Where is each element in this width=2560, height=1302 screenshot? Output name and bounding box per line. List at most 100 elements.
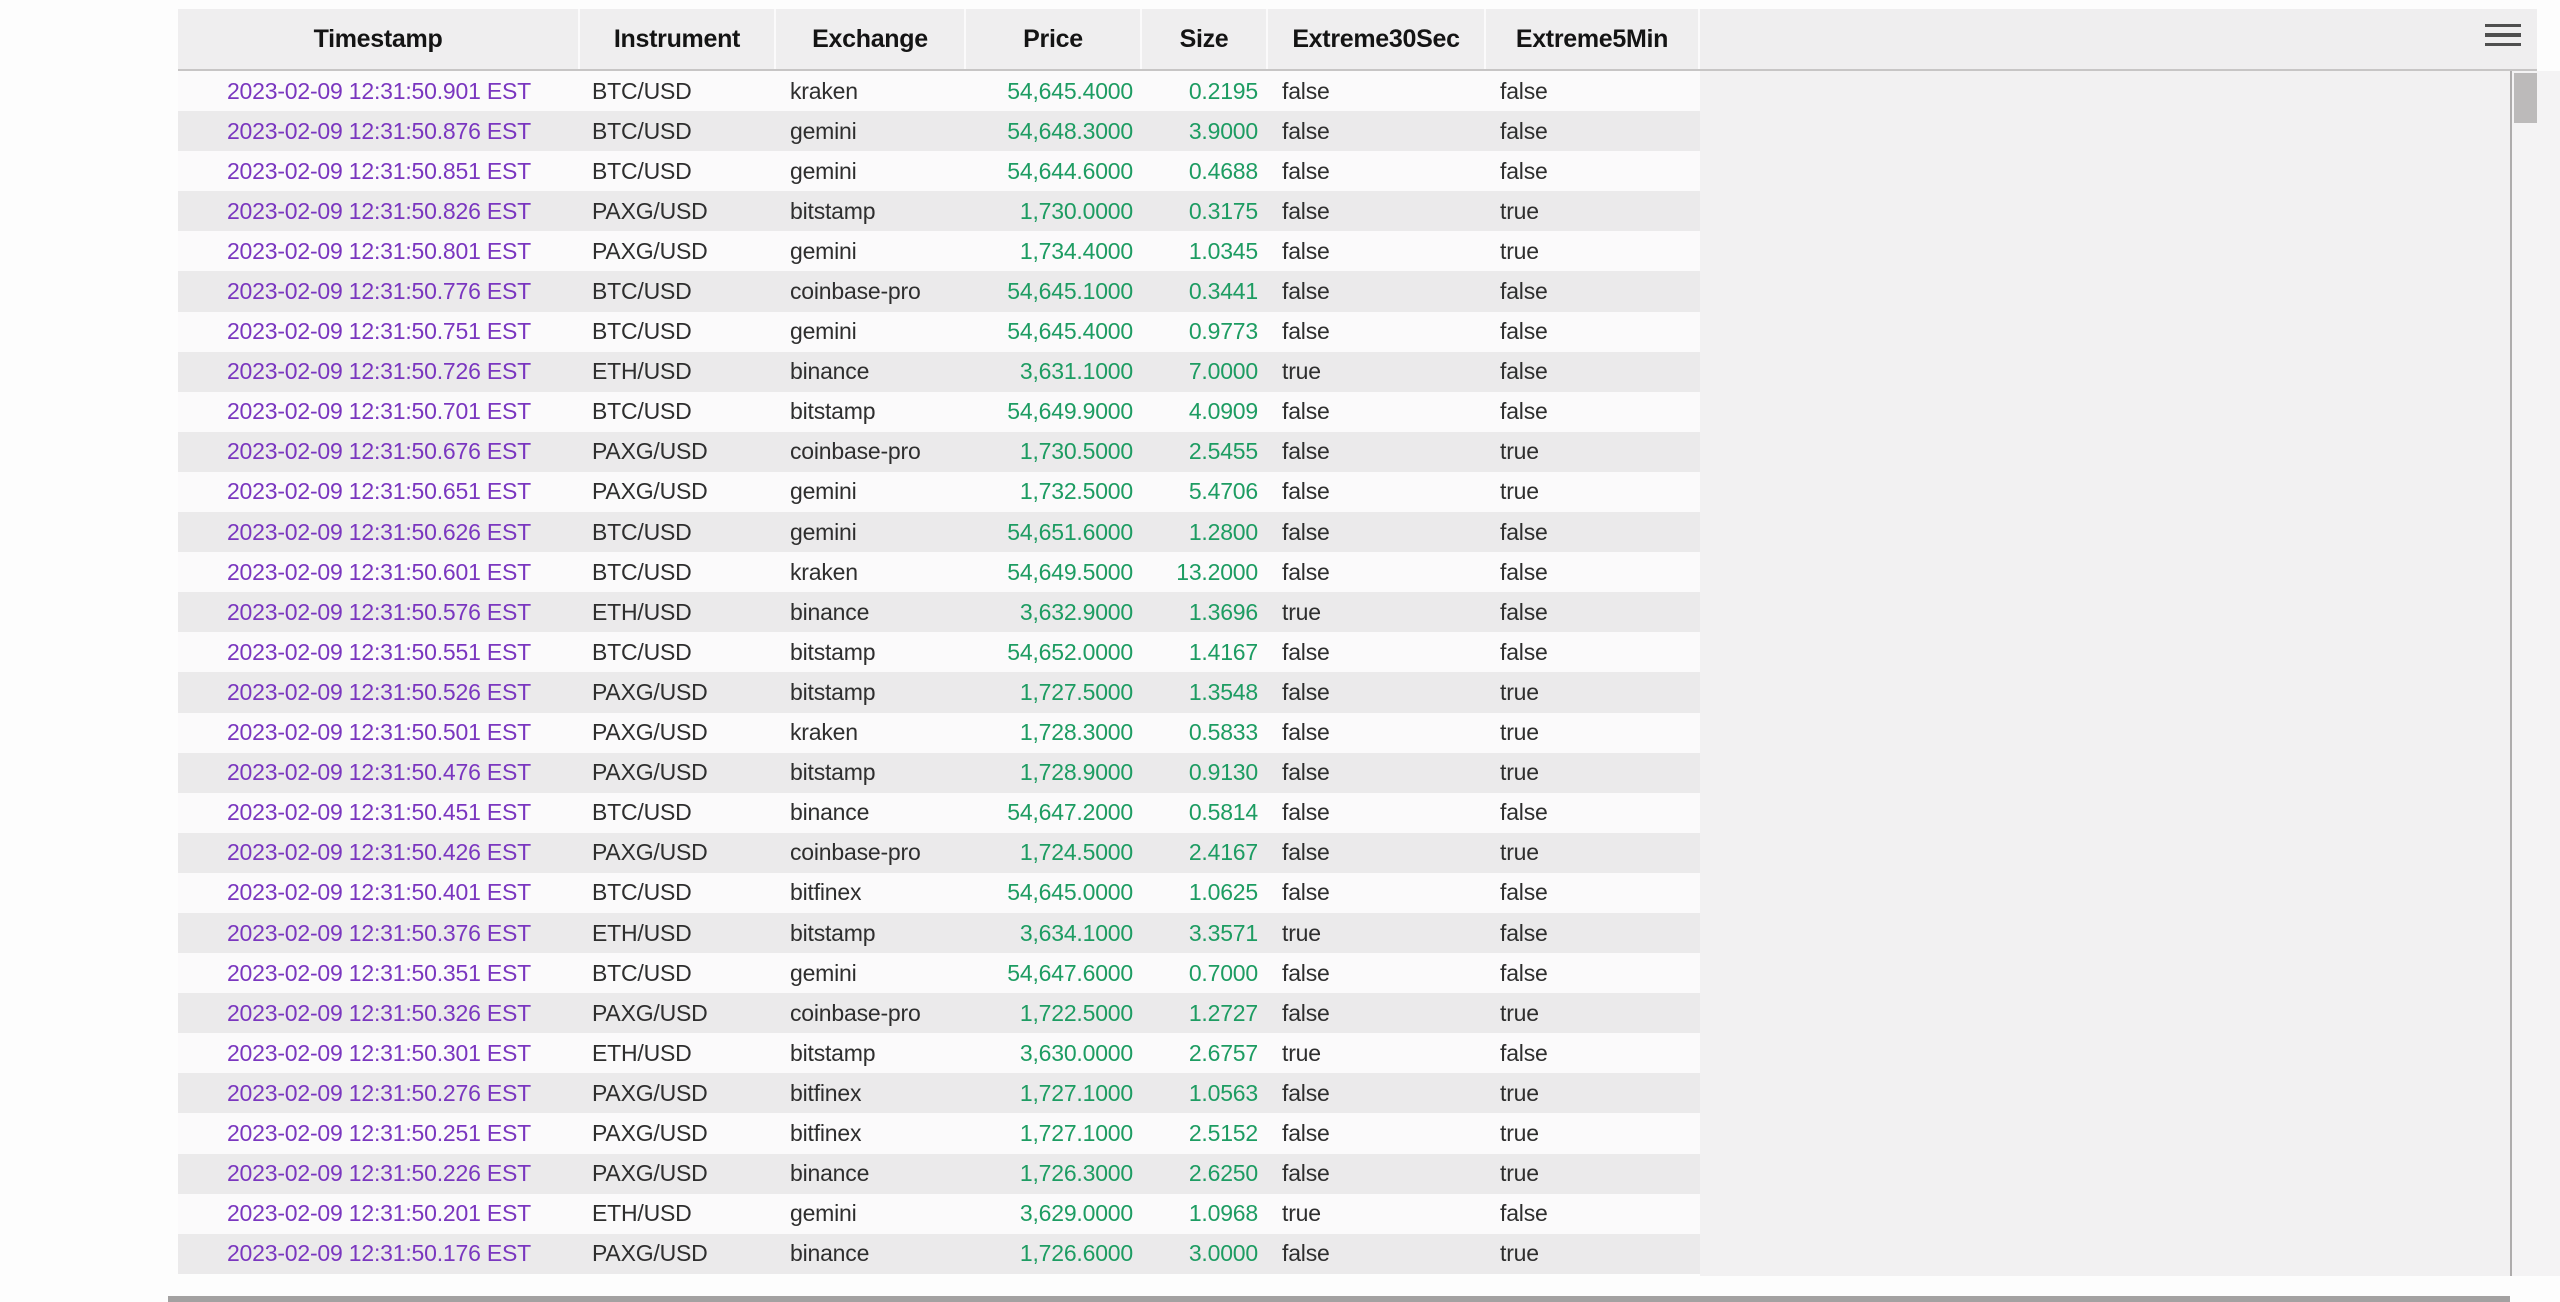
cell-instrument: ETH/USD [592, 358, 692, 385]
table-row[interactable]: 2023-02-09 12:31:50.451 EST BTC/USD bina… [178, 792, 1700, 833]
cell-price: 1,722.5000 [1019, 999, 1133, 1026]
column-header-instrument[interactable]: Instrument [580, 9, 776, 69]
cell-instrument: PAXG/USD [592, 759, 708, 786]
table-row[interactable]: 2023-02-09 12:31:50.851 EST BTC/USD gemi… [178, 151, 1700, 192]
table-row[interactable]: 2023-02-09 12:31:50.651 EST PAXG/USD gem… [178, 471, 1700, 513]
cell-extreme30sec: false [1282, 197, 1330, 224]
cell-extreme30sec: false [1282, 117, 1330, 144]
cell-timestamp: 2023-02-09 12:31:50.676 EST [226, 438, 532, 465]
table-row[interactable]: 2023-02-09 12:31:50.826 EST PAXG/USD bit… [178, 191, 1700, 232]
table-row[interactable]: 2023-02-09 12:31:50.776 EST BTC/USD coin… [178, 271, 1700, 312]
cell-timestamp: 2023-02-09 12:31:50.326 EST [226, 999, 532, 1026]
cell-instrument: PAXG/USD [592, 1079, 708, 1106]
cell-instrument: PAXG/USD [592, 478, 708, 505]
cell-size: 4.0909 [1188, 398, 1258, 425]
table-row[interactable]: 2023-02-09 12:31:50.201 EST ETH/USD gemi… [178, 1193, 1700, 1234]
cell-extreme5min: true [1500, 999, 1539, 1026]
column-header-timestamp[interactable]: Timestamp [178, 9, 580, 69]
cell-extreme5min: false [1500, 77, 1548, 104]
column-header-extreme30sec[interactable]: Extreme30Sec [1268, 9, 1486, 69]
cell-extreme5min: true [1500, 438, 1539, 465]
table-row[interactable]: 2023-02-09 12:31:50.326 EST PAXG/USD coi… [178, 993, 1700, 1034]
cell-timestamp: 2023-02-09 12:31:50.726 EST [226, 358, 532, 385]
cell-exchange: bitfinex [790, 1119, 862, 1146]
cell-size: 0.5814 [1188, 799, 1258, 826]
cell-instrument: BTC/USD [592, 518, 692, 545]
table-row[interactable]: 2023-02-09 12:31:50.351 EST BTC/USD gemi… [178, 953, 1700, 994]
table-row[interactable]: 2023-02-09 12:31:50.301 EST ETH/USD bits… [178, 1033, 1700, 1074]
cell-exchange: coinbase-pro [790, 999, 921, 1026]
table-row[interactable]: 2023-02-09 12:31:50.476 EST PAXG/USD bit… [178, 752, 1700, 793]
cell-extreme30sec: false [1282, 1079, 1330, 1106]
cell-extreme30sec: false [1282, 759, 1330, 786]
table-row[interactable]: 2023-02-09 12:31:50.901 EST BTC/USD krak… [178, 71, 1700, 112]
table-row[interactable]: 2023-02-09 12:31:50.576 EST ETH/USD bina… [178, 592, 1700, 633]
table-row[interactable]: 2023-02-09 12:31:50.226 EST PAXG/USD bin… [178, 1153, 1700, 1194]
horizontal-scrollbar-thumb[interactable] [168, 1296, 2510, 1302]
table-row[interactable]: 2023-02-09 12:31:50.276 EST PAXG/USD bit… [178, 1073, 1700, 1114]
cell-size: 1.3548 [1188, 678, 1258, 705]
table-row[interactable]: 2023-02-09 12:31:50.176 EST PAXG/USD bin… [178, 1233, 1700, 1274]
column-header-extreme5min[interactable]: Extreme5Min [1486, 9, 1700, 69]
cell-price: 3,630.0000 [1019, 1039, 1133, 1066]
table-row[interactable]: 2023-02-09 12:31:50.251 EST PAXG/USD bit… [178, 1113, 1700, 1154]
cell-timestamp: 2023-02-09 12:31:50.601 EST [226, 558, 532, 585]
cell-size: 3.3571 [1188, 919, 1258, 946]
cell-exchange: gemini [790, 478, 857, 505]
cell-extreme5min: true [1500, 197, 1539, 224]
cell-price: 1,730.0000 [1019, 197, 1133, 224]
cell-price: 3,634.1000 [1019, 919, 1133, 946]
cell-extreme5min: false [1500, 638, 1548, 665]
table-row[interactable]: 2023-02-09 12:31:50.501 EST PAXG/USD kra… [178, 712, 1700, 753]
cell-exchange: binance [790, 799, 870, 826]
table-row[interactable]: 2023-02-09 12:31:50.726 EST ETH/USD bina… [178, 351, 1700, 392]
cell-price: 54,651.6000 [1007, 518, 1133, 545]
table-row[interactable]: 2023-02-09 12:31:50.526 EST PAXG/USD bit… [178, 672, 1700, 713]
cell-extreme5min: false [1500, 919, 1548, 946]
cell-instrument: ETH/USD [592, 1039, 692, 1066]
table-row[interactable]: 2023-02-09 12:31:50.676 EST PAXG/USD coi… [178, 431, 1700, 472]
vertical-scrollbar-thumb[interactable] [2514, 73, 2537, 123]
cell-instrument: BTC/USD [592, 638, 692, 665]
column-header-price[interactable]: Price [966, 9, 1142, 69]
column-header-size[interactable]: Size [1142, 9, 1268, 69]
cell-extreme5min: false [1500, 117, 1548, 144]
cell-extreme5min: false [1500, 278, 1548, 305]
cell-timestamp: 2023-02-09 12:31:50.651 EST [226, 478, 532, 505]
cell-price: 54,652.0000 [1007, 638, 1133, 665]
cell-price: 1,734.4000 [1019, 237, 1133, 264]
cell-timestamp: 2023-02-09 12:31:50.551 EST [226, 638, 532, 665]
table-row[interactable]: 2023-02-09 12:31:50.751 EST BTC/USD gemi… [178, 311, 1700, 352]
cell-size: 3.0000 [1188, 1240, 1258, 1267]
cell-price: 1,727.1000 [1019, 1079, 1133, 1106]
cell-timestamp: 2023-02-09 12:31:50.901 EST [226, 77, 532, 104]
table-row[interactable]: 2023-02-09 12:31:50.626 EST BTC/USD gemi… [178, 512, 1700, 553]
table-row[interactable]: 2023-02-09 12:31:50.876 EST BTC/USD gemi… [178, 111, 1700, 152]
cell-price: 1,732.5000 [1019, 478, 1133, 505]
menu-button[interactable] [2485, 18, 2525, 52]
cell-extreme30sec: true [1282, 1200, 1321, 1227]
table-row[interactable]: 2023-02-09 12:31:50.376 EST ETH/USD bits… [178, 912, 1700, 954]
table-row[interactable]: 2023-02-09 12:31:50.426 EST PAXG/USD coi… [178, 832, 1700, 873]
cell-exchange: gemini [790, 237, 857, 264]
cell-extreme30sec: false [1282, 558, 1330, 585]
cell-exchange: bitstamp [790, 398, 876, 425]
cell-extreme30sec: false [1282, 678, 1330, 705]
table-row[interactable]: 2023-02-09 12:31:50.701 EST BTC/USD bits… [178, 391, 1700, 432]
cell-timestamp: 2023-02-09 12:31:50.251 EST [226, 1119, 532, 1146]
table-row[interactable]: 2023-02-09 12:31:50.601 EST BTC/USD krak… [178, 552, 1700, 593]
cell-instrument: BTC/USD [592, 879, 692, 906]
cell-exchange: bitstamp [790, 197, 876, 224]
table-row[interactable]: 2023-02-09 12:31:50.401 EST BTC/USD bitf… [178, 872, 1700, 913]
cell-instrument: BTC/USD [592, 558, 692, 585]
vertical-scrollbar[interactable] [2510, 71, 2560, 1276]
column-header-exchange[interactable]: Exchange [776, 9, 966, 69]
cell-timestamp: 2023-02-09 12:31:50.776 EST [226, 278, 532, 305]
cell-price: 54,649.5000 [1007, 558, 1133, 585]
table-row[interactable]: 2023-02-09 12:31:50.801 EST PAXG/USD gem… [178, 231, 1700, 272]
cell-timestamp: 2023-02-09 12:31:50.301 EST [226, 1039, 532, 1066]
cell-size: 0.4688 [1188, 157, 1258, 184]
cell-size: 5.4706 [1188, 478, 1258, 505]
table-row[interactable]: 2023-02-09 12:31:50.551 EST BTC/USD bits… [178, 632, 1700, 673]
cell-price: 1,730.5000 [1019, 438, 1133, 465]
